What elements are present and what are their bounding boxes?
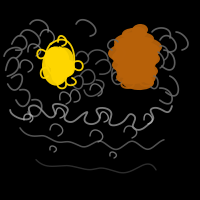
Ellipse shape [46,47,62,69]
Ellipse shape [122,28,146,40]
Ellipse shape [116,62,132,78]
Ellipse shape [61,60,75,76]
Ellipse shape [118,61,158,79]
Ellipse shape [51,64,65,84]
Ellipse shape [122,74,154,90]
Ellipse shape [142,46,158,66]
Ellipse shape [114,36,162,56]
Ellipse shape [108,41,160,63]
Ellipse shape [112,48,160,68]
Ellipse shape [112,54,156,74]
Ellipse shape [51,62,73,78]
Ellipse shape [140,64,156,84]
Ellipse shape [54,47,74,73]
Ellipse shape [116,68,152,84]
Ellipse shape [42,46,70,86]
Ellipse shape [116,46,128,62]
Ellipse shape [132,24,148,36]
Ellipse shape [114,32,154,48]
